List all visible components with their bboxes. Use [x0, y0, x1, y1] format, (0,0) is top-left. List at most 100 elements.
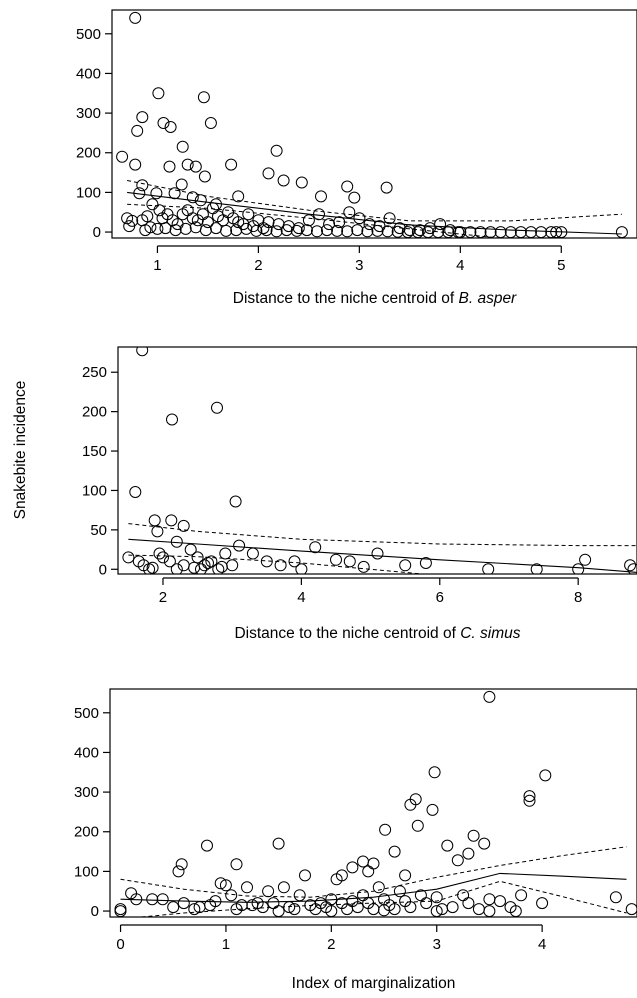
plot-frame [117, 346, 637, 575]
y-tick-label: 500 [74, 705, 99, 722]
ci-lower-line [128, 554, 428, 574]
data-point [446, 901, 459, 914]
ci-upper-line [128, 523, 637, 547]
x-axis-label-text: Distance to the niche centroid of [233, 290, 459, 307]
data-point [419, 557, 432, 569]
data-point [230, 858, 243, 871]
data-point [422, 226, 434, 238]
y-tick-label: 100 [74, 863, 99, 880]
data-point [144, 221, 157, 234]
x-tick-label: 3 [355, 257, 363, 274]
data-point [288, 903, 301, 916]
data-point [230, 224, 243, 237]
ci-upper-line [120, 846, 627, 898]
data-point [201, 839, 213, 852]
data-point [129, 158, 142, 171]
data-point [452, 226, 465, 238]
data-point [335, 869, 348, 882]
data-point [321, 224, 333, 237]
data-point [404, 798, 417, 811]
data-point [411, 819, 424, 832]
data-point [189, 221, 202, 234]
fit-line [128, 538, 637, 573]
plot-frame [111, 9, 637, 239]
fit-line [127, 191, 622, 235]
x-tick-label: 2 [327, 936, 335, 953]
x-tick-label: 6 [436, 589, 444, 606]
x-tick-label: 5 [557, 257, 565, 274]
data-point [357, 855, 369, 868]
data-point [136, 347, 149, 357]
data-point [484, 226, 497, 238]
data-point [181, 158, 194, 171]
data-point [295, 563, 308, 574]
data-point [146, 893, 159, 906]
ci-upper-line [127, 180, 622, 222]
data-point [525, 226, 537, 238]
y-tick-label: 250 [82, 364, 107, 381]
data-point [202, 557, 214, 569]
data-point [399, 869, 412, 882]
data-point [609, 891, 622, 904]
data-point [129, 486, 142, 498]
data-point [288, 555, 301, 568]
data-point [274, 559, 287, 572]
data-point [483, 905, 496, 917]
y-tick-label: 300 [74, 784, 99, 801]
data-point [148, 514, 161, 527]
x-tick-label: 1 [222, 936, 230, 953]
data-point [157, 551, 169, 564]
data-point [233, 539, 246, 552]
data-point [393, 885, 406, 898]
data-point [462, 897, 475, 910]
data-point [315, 190, 327, 203]
data-point [272, 218, 285, 231]
data-point [167, 901, 180, 914]
y-tick-label: 300 [76, 105, 101, 122]
data-point [523, 790, 536, 803]
data-point [388, 845, 401, 858]
data-point [132, 555, 145, 568]
y-tick-label: 0 [99, 561, 107, 578]
data-point [504, 226, 517, 238]
x-axis-label: Distance to the niche centroid of B. asp… [233, 290, 517, 307]
data-point [170, 535, 183, 548]
data-point [411, 226, 424, 238]
data-point [179, 222, 192, 235]
data-point [351, 901, 364, 914]
data-point [165, 514, 178, 527]
data-point [146, 198, 159, 211]
data-point [250, 224, 263, 237]
data-point [371, 224, 384, 237]
data-point [210, 222, 222, 235]
data-point [483, 690, 496, 703]
y-tick-label: 100 [82, 482, 107, 499]
data-point [313, 208, 325, 221]
y-tick-label: 50 [90, 522, 107, 539]
data-point [357, 560, 370, 573]
data-point [391, 225, 404, 238]
data-point [242, 208, 255, 221]
data-point [175, 178, 188, 191]
data-point [123, 220, 136, 233]
data-point [539, 769, 552, 782]
data-point [122, 551, 135, 564]
y-tick-label: 200 [74, 824, 99, 841]
data-point [353, 212, 366, 225]
data-point [309, 541, 322, 554]
data-point [441, 839, 454, 852]
data-point [136, 179, 149, 192]
data-point [378, 904, 390, 917]
data-point [428, 766, 441, 779]
y-tick-label: 200 [76, 145, 101, 162]
x-tick-label: 4 [538, 936, 546, 953]
data-point [474, 226, 487, 238]
data-point [262, 167, 275, 180]
data-point [156, 893, 169, 906]
data-point [232, 216, 245, 229]
ci-lower-line [127, 203, 504, 238]
x-axis-label: Index of marginalization [292, 975, 456, 992]
data-point [362, 865, 375, 878]
x-axis-label: Distance to the niche centroid of C. sim… [234, 625, 520, 642]
